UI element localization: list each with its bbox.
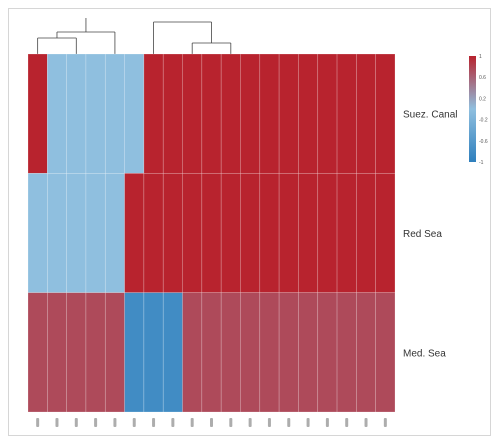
column-tick-label xyxy=(132,418,136,427)
heatmap-cell xyxy=(124,53,145,174)
heatmap-cell xyxy=(162,292,183,413)
color-legend: 1 0.6 0.2 -0.2 -0.6 -1 xyxy=(469,54,488,166)
color-legend-tick-label: 0.6 xyxy=(479,75,486,81)
column-tick-label xyxy=(306,418,310,427)
column-dendrogram xyxy=(37,18,232,54)
heatmap-cell xyxy=(47,53,67,174)
column-tick-label xyxy=(267,418,271,427)
heatmap-cell xyxy=(143,173,164,293)
heatmap-cell xyxy=(317,173,338,293)
heatmap-cell xyxy=(298,292,319,413)
column-tick-label xyxy=(325,418,329,427)
heatmap-cell xyxy=(85,173,106,293)
heatmap-cell xyxy=(201,173,222,293)
column-tick-label xyxy=(36,418,40,427)
heatmap-cell xyxy=(143,53,164,174)
heatmap-cell xyxy=(375,292,396,413)
heatmap-cell xyxy=(336,292,357,413)
heatmap-cell xyxy=(162,173,183,293)
heatmap-cell xyxy=(298,173,319,293)
heatmap-cell xyxy=(278,292,299,413)
row-label: Suez. Canal xyxy=(403,110,457,121)
row-label: Red Sea xyxy=(403,229,442,240)
heatmap-cell xyxy=(182,53,203,174)
heatmap-cell xyxy=(375,53,396,174)
color-legend-tick-label: -0.2 xyxy=(479,118,488,124)
heatmap-cell xyxy=(85,53,106,174)
color-legend-tick-label: -1 xyxy=(479,160,484,166)
heatmap-cell xyxy=(220,292,241,413)
heatmap-cell xyxy=(85,292,106,413)
heatmap-cell xyxy=(259,173,280,293)
heatmap-cell xyxy=(356,53,376,174)
heatmap-cell xyxy=(182,173,203,293)
heatmap-cell xyxy=(278,53,299,174)
heatmap-cell xyxy=(162,53,183,174)
color-legend-bar xyxy=(469,56,476,162)
heatmap-cell xyxy=(124,173,145,293)
heatmap-cell xyxy=(298,53,319,174)
heatmap-cell xyxy=(124,292,145,413)
column-tick-label xyxy=(229,418,233,427)
heatmap-cell xyxy=(66,292,87,413)
column-tick-label xyxy=(113,418,117,427)
heatmap-cell xyxy=(27,292,48,413)
heatmap-cell xyxy=(104,292,125,413)
heatmap-cell xyxy=(336,53,357,174)
column-tick-label xyxy=(171,418,175,427)
column-tick-label xyxy=(55,418,59,427)
column-tick-label xyxy=(190,418,194,427)
heatmap-cell xyxy=(182,292,203,413)
column-tick-label xyxy=(364,418,368,427)
heatmap-cell xyxy=(66,173,87,293)
heatmap-cell xyxy=(375,173,396,293)
heatmap-cell xyxy=(240,53,261,174)
heatmap-cell xyxy=(104,173,125,293)
heatmap-cell xyxy=(220,53,241,174)
heatmap-cell xyxy=(47,173,67,293)
column-tick-label xyxy=(345,418,349,427)
column-tick-label xyxy=(152,418,156,427)
heatmap-cell xyxy=(27,173,48,293)
heatmap-cell xyxy=(278,173,299,293)
heatmap-cell xyxy=(47,292,67,413)
column-tick-label xyxy=(94,418,98,427)
heatmap-cells xyxy=(27,53,396,413)
heatmap-cell xyxy=(317,53,338,174)
column-tick-labels xyxy=(36,418,387,427)
heatmap-cell xyxy=(240,173,261,293)
color-legend-tick-label: 1 xyxy=(479,54,482,60)
heatmap-cell xyxy=(220,173,241,293)
column-tick-label xyxy=(383,418,387,427)
heatmap-cell xyxy=(66,53,87,174)
color-legend-tick-label: -0.6 xyxy=(479,139,488,145)
row-label: Med. Sea xyxy=(403,348,446,359)
column-tick-label xyxy=(74,418,78,427)
column-tick-label xyxy=(287,418,291,427)
heatmap-cell xyxy=(356,292,376,413)
heatmap-cell xyxy=(356,173,376,293)
heatmap-cell xyxy=(201,53,222,174)
column-tick-label xyxy=(248,418,252,427)
heatmap-cell xyxy=(259,292,280,413)
heatmap-cell xyxy=(143,292,164,413)
heatmap-cell xyxy=(336,173,357,293)
heatmap-cell xyxy=(317,292,338,413)
heatmap-cell xyxy=(259,53,280,174)
column-tick-label xyxy=(210,418,213,427)
color-legend-tick-label: 0.2 xyxy=(479,96,486,102)
heatmap-cell xyxy=(201,292,222,413)
heatmap-cell xyxy=(27,53,48,174)
row-labels: Suez. Canal Red Sea Med. Sea xyxy=(403,110,457,360)
heatmap-cell xyxy=(104,53,125,174)
heatmap-cell xyxy=(240,292,261,413)
